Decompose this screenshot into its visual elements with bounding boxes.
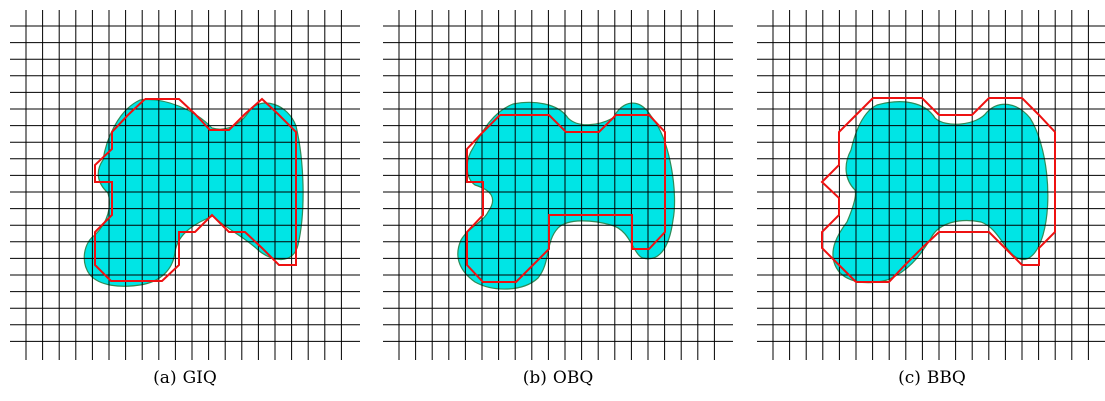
panel-obq: (b) OBQ [373, 0, 743, 401]
caption-name: GIQ [182, 368, 217, 388]
caption-name: BBQ [926, 368, 966, 388]
caption-tag: (b) [522, 368, 547, 388]
grid [383, 10, 733, 360]
bbq-figure [757, 10, 1105, 360]
panel-bbq: (c) BBQ [747, 0, 1105, 401]
giq-figure [10, 10, 360, 360]
caption-name: OBQ [552, 368, 594, 388]
giq-digitization [94, 97, 297, 282]
caption-c: (c) BBQ [747, 368, 1105, 388]
panel-giq: (a) GIQ [0, 0, 370, 401]
obq-figure [383, 10, 733, 360]
caption-a: (a) GIQ [0, 368, 370, 388]
caption-tag: (c) [898, 368, 921, 388]
bbq-digitization [820, 97, 1056, 283]
caption-b: (b) OBQ [373, 368, 743, 388]
shape-fill [457, 101, 676, 290]
obq-digitization [466, 114, 666, 283]
grid [10, 10, 360, 360]
caption-tag: (a) [153, 368, 177, 388]
